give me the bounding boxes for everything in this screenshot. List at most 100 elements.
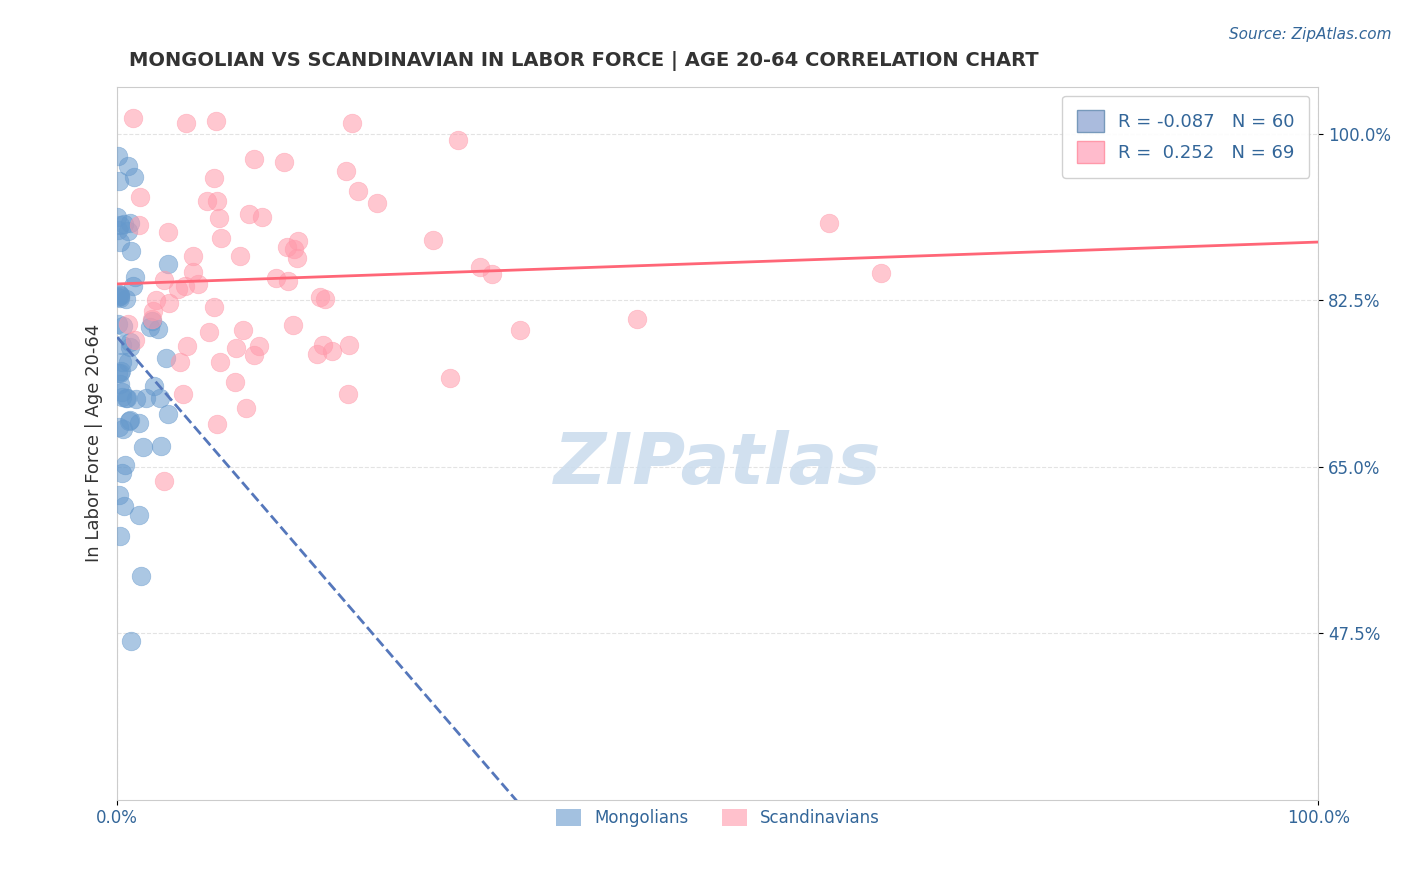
- Point: [250, 210, 273, 224]
- Point: [247, 339, 270, 353]
- Point: [124, 334, 146, 348]
- Point: [128, 218, 150, 232]
- Point: [111, 355, 134, 369]
- Point: [107, 210, 129, 224]
- Point: [111, 422, 134, 436]
- Point: [205, 194, 228, 209]
- Point: [818, 216, 841, 230]
- Point: [224, 376, 246, 390]
- Point: [120, 413, 142, 427]
- Point: [107, 149, 129, 163]
- Point: [107, 287, 129, 301]
- Point: [869, 266, 891, 280]
- Point: [121, 112, 143, 126]
- Point: [108, 174, 131, 188]
- Point: [114, 392, 136, 406]
- Point: [342, 115, 364, 129]
- Point: [305, 347, 328, 361]
- Point: [167, 282, 190, 296]
- Point: [174, 115, 197, 129]
- Point: [366, 196, 388, 211]
- Point: [115, 292, 138, 306]
- Point: [125, 392, 148, 407]
- Point: [115, 391, 138, 405]
- Point: [108, 218, 131, 232]
- Point: [117, 224, 139, 238]
- Point: [273, 154, 295, 169]
- Point: [111, 319, 134, 334]
- Point: [229, 249, 252, 263]
- Point: [114, 458, 136, 472]
- Point: [111, 384, 134, 399]
- Point: [208, 211, 231, 225]
- Point: [238, 207, 260, 221]
- Point: [129, 190, 152, 204]
- Point: [626, 312, 648, 326]
- Point: [120, 340, 142, 354]
- Point: [225, 341, 247, 355]
- Point: [208, 355, 231, 369]
- Point: [321, 343, 343, 358]
- Point: [138, 320, 160, 334]
- Point: [187, 277, 209, 291]
- Text: Source: ZipAtlas.com: Source: ZipAtlas.com: [1229, 27, 1392, 42]
- Point: [335, 164, 357, 178]
- Point: [128, 508, 150, 523]
- Point: [120, 335, 142, 350]
- Y-axis label: In Labor Force | Age 20-64: In Labor Force | Age 20-64: [86, 324, 103, 562]
- Point: [120, 244, 142, 258]
- Point: [308, 290, 330, 304]
- Point: [142, 379, 165, 393]
- Point: [509, 323, 531, 337]
- Point: [149, 391, 172, 405]
- Point: [173, 279, 195, 293]
- Point: [108, 291, 131, 305]
- Point: [481, 267, 503, 281]
- Point: [153, 475, 176, 489]
- Point: [337, 387, 360, 401]
- Point: [132, 440, 155, 454]
- Point: [285, 252, 308, 266]
- Point: [283, 242, 305, 256]
- Point: [112, 217, 135, 231]
- Point: [314, 292, 336, 306]
- Point: [172, 387, 194, 401]
- Point: [264, 271, 287, 285]
- Point: [195, 194, 218, 208]
- Point: [202, 170, 225, 185]
- Point: [181, 249, 204, 263]
- Point: [107, 366, 129, 380]
- Point: [128, 416, 150, 430]
- Point: [108, 419, 131, 434]
- Point: [157, 295, 180, 310]
- Point: [110, 364, 132, 378]
- Point: [156, 256, 179, 270]
- Point: [243, 152, 266, 166]
- Point: [108, 529, 131, 543]
- Point: [202, 300, 225, 314]
- Point: [142, 304, 165, 318]
- Point: [107, 488, 129, 502]
- Point: [156, 225, 179, 239]
- Point: [232, 323, 254, 337]
- Point: [422, 233, 444, 247]
- Text: MONGOLIAN VS SCANDINAVIAN IN LABOR FORCE | AGE 20-64 CORRELATION CHART: MONGOLIAN VS SCANDINAVIAN IN LABOR FORCE…: [129, 51, 1039, 70]
- Point: [447, 133, 470, 147]
- Point: [146, 321, 169, 335]
- Point: [108, 289, 131, 303]
- Point: [439, 371, 461, 385]
- Point: [107, 318, 129, 332]
- Point: [243, 348, 266, 362]
- Point: [145, 293, 167, 307]
- Point: [276, 240, 298, 254]
- Point: [468, 260, 491, 274]
- Point: [156, 407, 179, 421]
- Point: [111, 466, 134, 480]
- Point: [120, 633, 142, 648]
- Point: [141, 311, 163, 326]
- Text: ZIPatlas: ZIPatlas: [554, 430, 882, 499]
- Point: [110, 376, 132, 391]
- Point: [312, 337, 335, 351]
- Point: [107, 290, 129, 304]
- Point: [129, 569, 152, 583]
